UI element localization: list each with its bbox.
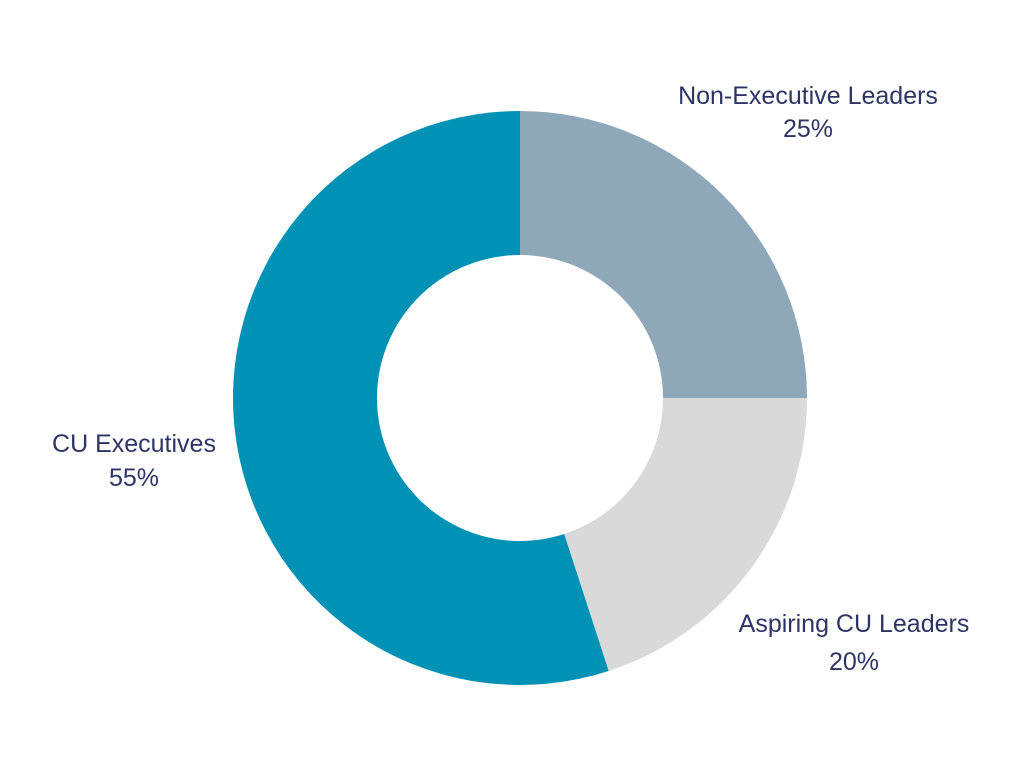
slice-name-label: Non-Executive Leaders <box>678 82 938 110</box>
slice-labels: Non-Executive Leaders 25% Aspiring CU Lead… <box>52 82 969 676</box>
slice-name-label: Aspiring CU Leaders <box>739 610 970 638</box>
donut-slices <box>233 111 807 685</box>
slice-aspiring-cu-leaders <box>564 398 807 671</box>
slice-non-executive-leaders <box>520 111 807 398</box>
slice-value-label: 25% <box>783 115 833 143</box>
slice-value-label: 20% <box>829 648 879 676</box>
slice-name-label: CU Executives <box>52 430 216 458</box>
slice-cu-executives <box>233 111 609 685</box>
slice-value-label: 55% <box>109 464 159 492</box>
